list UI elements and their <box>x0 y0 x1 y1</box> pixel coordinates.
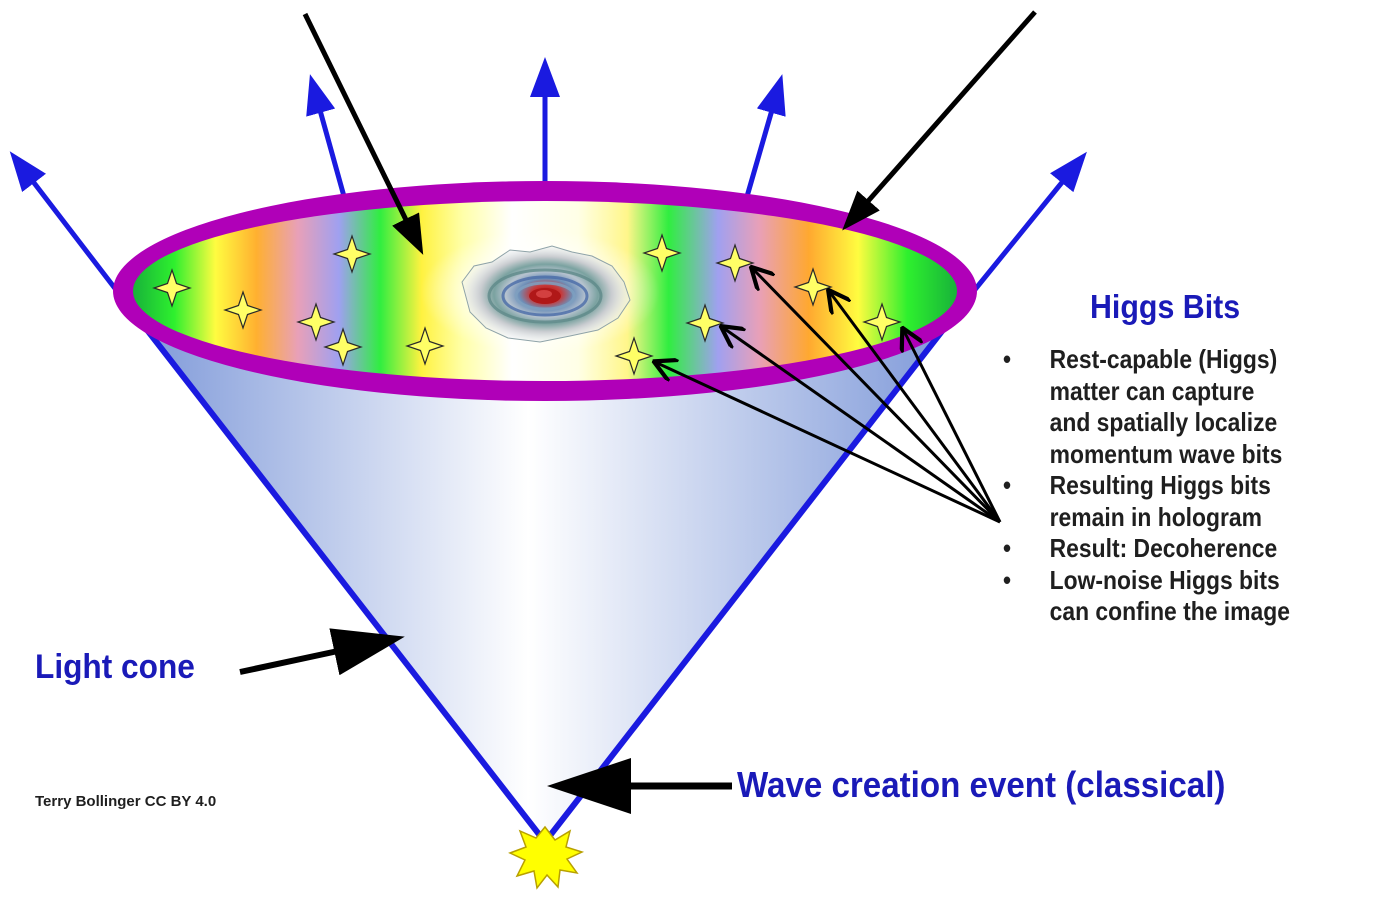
bullet-item-continued: and spatially localize <box>1003 407 1290 439</box>
four-point-star-icon <box>152 268 192 308</box>
pointer-arrow-rim <box>842 10 1037 231</box>
four-point-star-icon <box>862 302 902 342</box>
bullet-item-continued: matter can capture <box>1003 376 1290 408</box>
cone-edge-right <box>542 306 963 844</box>
bullet-text: can confine the image <box>1049 596 1290 626</box>
wave-creation-event-label: Wave creation event (classical) <box>737 764 1226 805</box>
expansion-arrows <box>9 57 1087 310</box>
bullet-text: Low-noise Higgs bits <box>1049 564 1280 595</box>
bullet-text: and spatially localize <box>1049 407 1278 437</box>
light-cone-label: Light cone <box>35 648 195 686</box>
four-point-star-icon <box>296 302 336 342</box>
bullet-text: Resulting Higgs bits <box>1049 470 1271 500</box>
expansion-arrow-far-right <box>958 151 1087 310</box>
higgs-bit-stars <box>152 233 902 376</box>
light-cone-pointer <box>239 628 405 676</box>
four-point-star-icon <box>223 290 263 330</box>
four-point-star-icon <box>685 303 725 343</box>
four-point-star-icon <box>614 336 654 376</box>
bullet-item: Rest-capable (Higgs) <box>1003 344 1290 376</box>
higgs-bits-title: Higgs Bits <box>1090 288 1241 325</box>
higgs-bit-pointers <box>655 268 1002 524</box>
expansion-arrow-right <box>743 74 786 201</box>
higgs-bits-list: Rest-capable (Higgs) matter can capture … <box>1003 344 1290 628</box>
bullet-item: Resulting Higgs bits <box>1003 470 1290 502</box>
expansion-arrow-left <box>306 74 348 201</box>
four-point-star-icon <box>642 233 682 273</box>
pointer-arrow-wave <box>302 12 424 255</box>
wave-image <box>420 230 660 354</box>
four-point-star-icon <box>793 267 833 307</box>
bullet-item-continued: can confine the image <box>1003 596 1290 628</box>
bullet-item-continued: remain in hologram <box>1003 502 1290 534</box>
light-cone-body <box>130 308 960 842</box>
cone-edge-left <box>127 306 548 844</box>
bullet-item: Result: Decoherence <box>1003 533 1290 565</box>
bullet-text: matter can capture <box>1049 375 1255 406</box>
four-point-star-icon <box>332 234 372 274</box>
bullet-item-continued: momentum wave bits <box>1003 439 1290 471</box>
bullet-text: momentum wave bits <box>1049 438 1283 469</box>
bullet-item: Low-noise Higgs bits <box>1003 565 1290 597</box>
bullet-text: Rest-capable (Higgs) <box>1049 344 1278 374</box>
expansion-arrow-far-left <box>9 151 132 310</box>
credit-text: Terry Bollinger CC BY 4.0 <box>35 793 217 810</box>
four-point-star-icon <box>323 327 363 367</box>
four-point-star-icon <box>405 326 445 366</box>
four-point-star-icon <box>715 243 755 283</box>
starburst-icon <box>508 825 585 890</box>
bullet-text: Result: Decoherence <box>1049 533 1278 563</box>
bullet-text: remain in hologram <box>1049 501 1262 532</box>
